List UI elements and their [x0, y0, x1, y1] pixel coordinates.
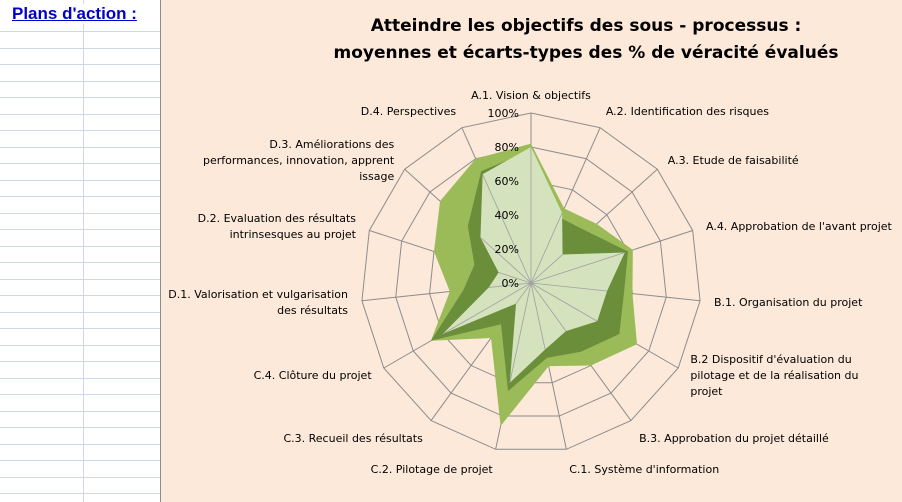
sheet-row-line	[0, 196, 160, 197]
axis-spoke-inner	[530, 282, 598, 322]
tick-label: 100%	[488, 107, 519, 120]
category-label: A.1. Vision & objectifs	[471, 89, 591, 102]
axis-spoke-inner	[498, 272, 532, 284]
sheet-row-line	[0, 345, 160, 346]
sheet-row-line	[0, 81, 160, 82]
category-label: performances, innovation, apprent	[203, 154, 395, 167]
category-label: pilotage et de la réalisation du	[690, 369, 858, 382]
sheet-row-line	[0, 361, 160, 362]
series-area-3	[442, 147, 625, 383]
category-label: C.2. Pilotage de projet	[371, 463, 494, 476]
chart-area[interactable]: 0% 20% 40% 60% 80% 100% A.1. Vision & objectif…	[160, 0, 902, 502]
axis-spoke-inner	[530, 282, 546, 350]
axis-spoke-inner	[480, 237, 532, 284]
category-label: A.3. Etude de faisabilité	[668, 154, 799, 167]
sheet-row-line	[0, 295, 160, 296]
category-label: D.3. Améliorations des	[269, 138, 394, 151]
axis-spoke-inner	[488, 282, 532, 288]
category-label: intrinsesques au projet	[230, 228, 357, 241]
axis-spoke-inner	[530, 282, 567, 332]
sheet-row-line	[0, 48, 160, 49]
sheet-row-line	[0, 246, 160, 247]
category-label: D.4. Perspectives	[361, 105, 457, 118]
sheet-row-line	[0, 328, 160, 329]
sheet-row-line	[0, 114, 160, 115]
axis-spoke-inner	[530, 282, 608, 292]
category-label: issage	[359, 170, 394, 183]
chart-subtitle: moyennes et écarts-types des % de véraci…	[334, 43, 839, 63]
sheet-row-line	[0, 493, 160, 494]
tick-label: 80%	[495, 141, 519, 154]
category-label: projet	[690, 385, 723, 398]
sheet-row-line	[0, 279, 160, 280]
category-label: C.3. Recueil des résultats	[283, 432, 423, 445]
spreadsheet-grid	[0, 0, 160, 502]
sheet-row-line	[0, 130, 160, 131]
axis-spoke-inner	[530, 254, 563, 284]
sheet-row-line	[0, 378, 160, 379]
sheet-row-line	[0, 180, 160, 181]
sheet-row-line	[0, 229, 160, 230]
grid-ring	[395, 146, 667, 417]
sheet-row-line	[0, 460, 160, 461]
category-label: B.3. Approbation du projet détaillé	[639, 432, 829, 445]
tick-label: 40%	[495, 209, 519, 222]
sheet-row-line	[0, 427, 160, 428]
category-label: des résultats	[277, 304, 348, 317]
axis-spoke-inner	[515, 282, 532, 304]
sheet-row-line	[0, 394, 160, 395]
category-label: B.2 Dispositif d'évaluation du	[690, 353, 851, 366]
tick-label: 20%	[495, 243, 519, 256]
sheet-row-line	[0, 163, 160, 164]
radar-chart: 0% 20% 40% 60% 80% 100% A.1. Vision & objectif…	[168, 16, 893, 476]
sheet-row-line	[0, 64, 160, 65]
plans-action-title[interactable]: Plans d'action :	[10, 4, 139, 24]
sheet-row-line	[0, 411, 160, 412]
sheet-row-line	[0, 262, 160, 263]
sheet-row-line	[0, 444, 160, 445]
sheet-row-line	[0, 97, 160, 98]
category-label: C.4. Clôture du projet	[254, 369, 373, 382]
tick-label: 60%	[495, 175, 519, 188]
axis-spoke-inner	[530, 252, 625, 284]
category-label: A.4. Approbation de l'avant projet	[706, 220, 893, 233]
category-label: C.1. Système d'information	[569, 463, 719, 476]
sheet-row-line	[0, 312, 160, 313]
sheet-column-line	[83, 0, 84, 502]
axis-spoke-inner	[482, 174, 532, 284]
sheet-row-line	[0, 213, 160, 214]
sheet-row-line	[0, 31, 160, 32]
sheet-row-line	[0, 147, 160, 148]
category-label: D.1. Valorisation et vulgarisation	[168, 288, 348, 301]
tick-label: 0%	[502, 277, 519, 290]
chart-title: Atteindre les objectifs des sous - proce…	[371, 16, 802, 36]
category-label: A.2. Identification des risques	[606, 105, 769, 118]
grid-ring	[361, 112, 701, 450]
axis-spoke-inner	[442, 282, 532, 335]
axis-spoke-inner	[509, 282, 532, 383]
sheet-row-line	[0, 477, 160, 478]
category-label: B.1. Organisation du projet	[714, 296, 863, 309]
category-label: D.2. Evaluation des résultats	[198, 212, 357, 225]
axis-spoke-inner	[530, 212, 563, 284]
